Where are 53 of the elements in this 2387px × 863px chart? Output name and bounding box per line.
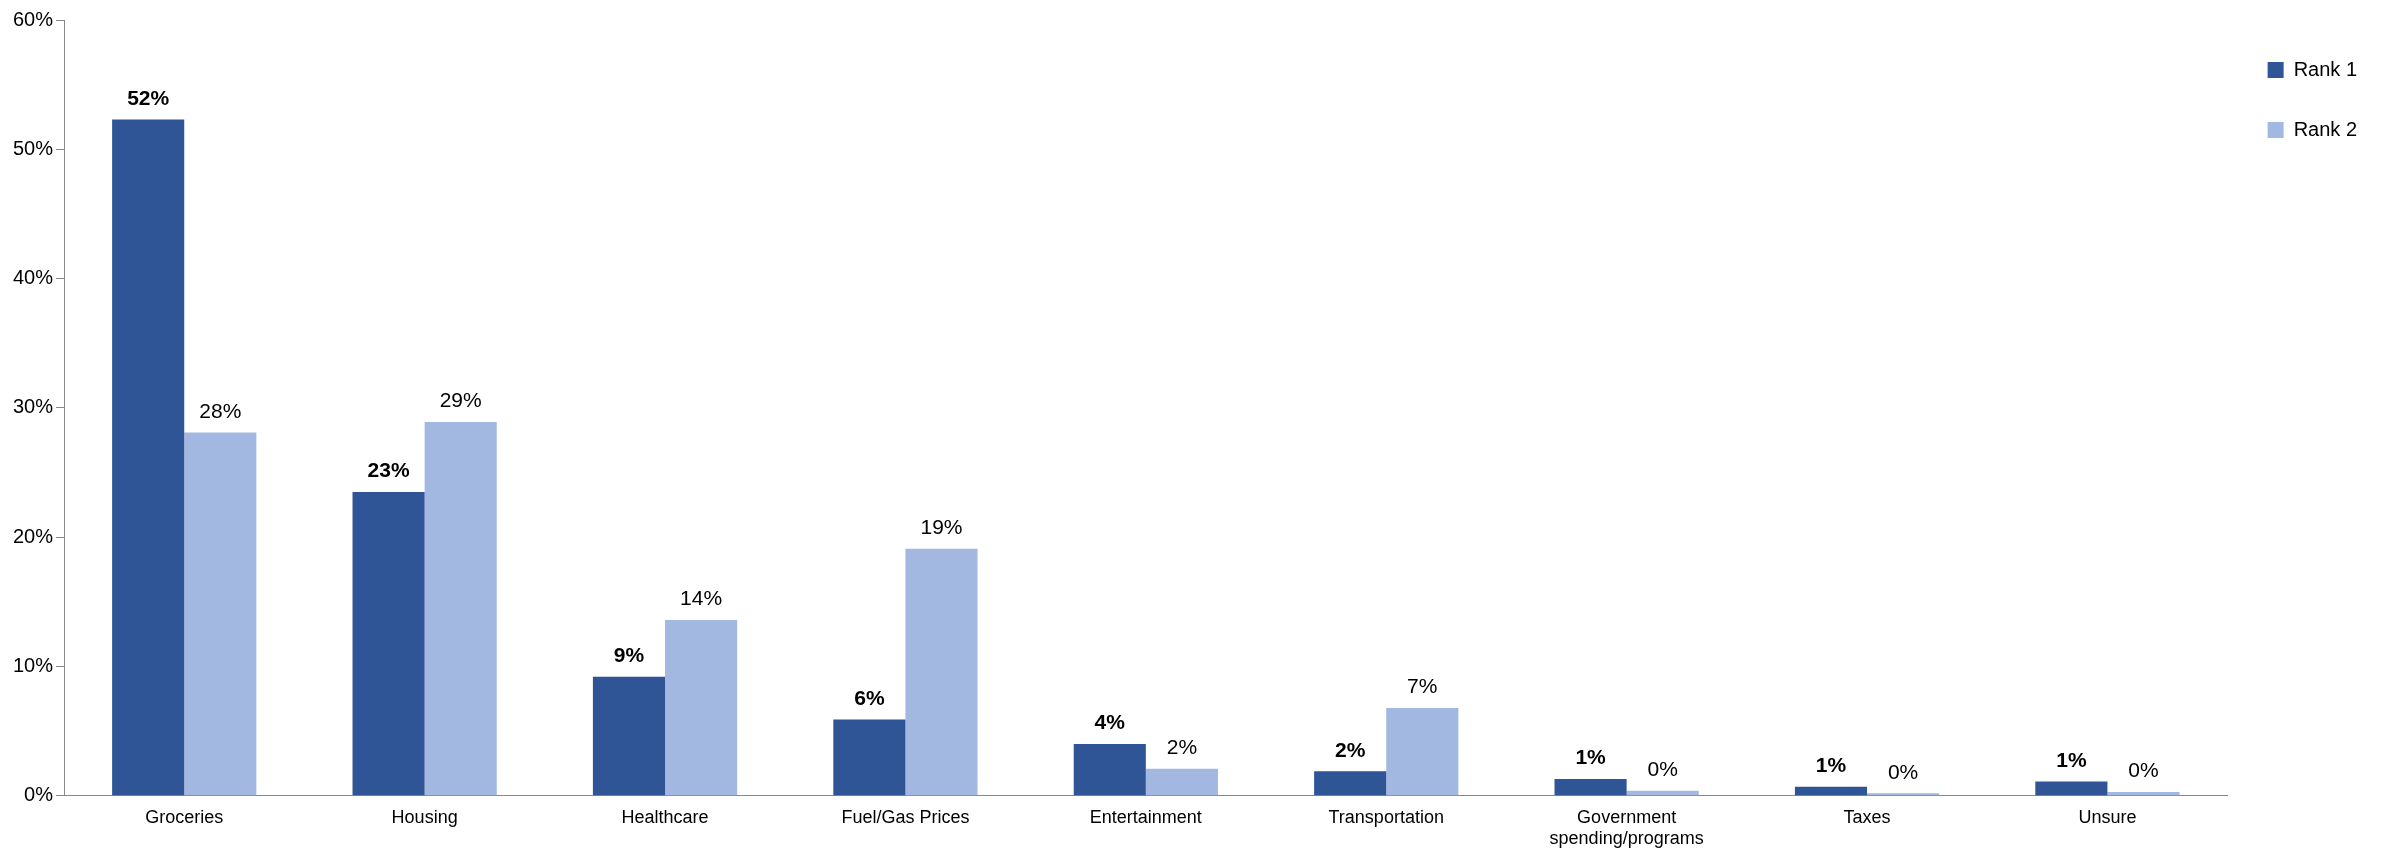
data-label: 1% bbox=[1575, 745, 1607, 769]
bar bbox=[112, 119, 185, 796]
bar bbox=[352, 491, 425, 796]
data-label: 6% bbox=[854, 685, 885, 709]
bar bbox=[833, 719, 906, 796]
x-tick-label: Housing bbox=[391, 806, 458, 827]
bar bbox=[1554, 778, 1627, 796]
bar bbox=[1314, 771, 1387, 796]
bar bbox=[1145, 768, 1218, 796]
data-label: 28% bbox=[199, 398, 242, 422]
bar bbox=[592, 676, 666, 796]
bar bbox=[2035, 781, 2108, 796]
data-label: 4% bbox=[1094, 710, 1126, 734]
bar bbox=[1867, 793, 1940, 796]
y-tick-label: 20% bbox=[13, 524, 54, 547]
bar bbox=[1386, 707, 1459, 796]
data-label: 0% bbox=[2128, 758, 2159, 782]
bar bbox=[665, 619, 738, 796]
x-tick-label: Fuel/Gas Prices bbox=[841, 806, 970, 827]
bar bbox=[905, 548, 978, 796]
data-label: 0% bbox=[1647, 756, 1678, 780]
bar bbox=[1073, 744, 1146, 796]
data-label: 0% bbox=[1887, 759, 1919, 783]
data-label: 2% bbox=[1166, 734, 1198, 758]
y-tick-label: 30% bbox=[13, 395, 54, 418]
data-label: 2% bbox=[1334, 737, 1366, 761]
x-tick-label: Government spending/programs bbox=[1549, 806, 1704, 849]
legend-label: Rank 1 bbox=[2293, 57, 2358, 80]
bar bbox=[424, 422, 497, 796]
x-tick-label: Taxes bbox=[1843, 806, 1891, 827]
bar bbox=[1794, 786, 1868, 796]
data-label: 14% bbox=[680, 586, 723, 610]
data-label: 19% bbox=[920, 515, 963, 539]
data-label: 29% bbox=[439, 388, 482, 412]
x-tick-label: Entertainment bbox=[1089, 806, 1202, 827]
y-tick-label: 40% bbox=[13, 266, 54, 289]
y-tick-label: 10% bbox=[13, 654, 54, 677]
y-tick-label: 60% bbox=[13, 7, 54, 30]
data-label: 52% bbox=[127, 85, 170, 109]
bar bbox=[2107, 791, 2180, 796]
data-label: 1% bbox=[1815, 753, 1847, 777]
data-label: 7% bbox=[1407, 674, 1438, 698]
bar bbox=[184, 432, 257, 796]
legend-label: Rank 2 bbox=[2293, 117, 2358, 140]
x-tick-label: Groceries bbox=[145, 806, 224, 827]
y-tick-label: 0% bbox=[24, 783, 54, 806]
data-label: 23% bbox=[367, 458, 410, 482]
x-tick-label: Unsure bbox=[2078, 806, 2137, 827]
data-label: 9% bbox=[613, 643, 645, 667]
x-tick-label: Healthcare bbox=[621, 806, 709, 827]
y-tick-label: 50% bbox=[13, 136, 54, 159]
x-tick-label: Transportation bbox=[1328, 806, 1444, 827]
data-label: 1% bbox=[2056, 747, 2087, 771]
